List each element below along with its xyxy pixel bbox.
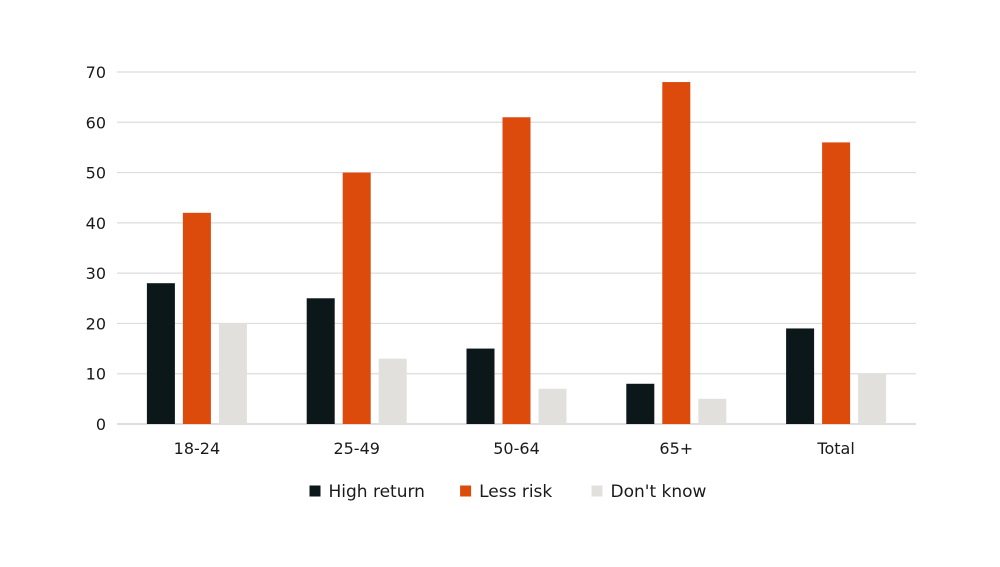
- legend-label: Less risk: [479, 482, 552, 502]
- legend-label: Don't know: [611, 482, 707, 502]
- x-tick-label: 18-24: [174, 439, 221, 458]
- x-tick-label: Total: [816, 439, 854, 458]
- y-tick-label: 0: [96, 415, 106, 434]
- y-axis-ticks: 0 10 20 30 40 50 60 70: [86, 63, 106, 434]
- y-tick-label: 50: [86, 164, 106, 183]
- y-tick-label: 10: [86, 365, 106, 384]
- bar-high-return-18-24: [146, 283, 175, 424]
- legend-item: Less risk: [460, 482, 552, 502]
- legend-swatch: [591, 485, 603, 497]
- x-tick-label: 25-49: [333, 439, 380, 458]
- bar-don-t-know-total: [858, 373, 887, 424]
- bar-high-return-65-: [626, 383, 655, 424]
- legend: High return Less risk Don't know: [309, 482, 707, 502]
- bar-less-risk-18-24: [182, 212, 211, 424]
- bar-don-t-know-18-24: [218, 323, 247, 424]
- x-tick-label: 65+: [659, 439, 693, 458]
- legend-label: High return: [329, 482, 425, 502]
- legend-swatch: [460, 485, 472, 497]
- y-tick-label: 60: [86, 113, 106, 132]
- bar-don-t-know-50-64: [538, 388, 567, 424]
- bar-high-return-50-64: [466, 348, 495, 424]
- bar-high-return-total: [786, 328, 815, 424]
- y-tick-label: 30: [86, 264, 106, 283]
- bar-less-risk-25-49: [342, 172, 371, 424]
- y-tick-label: 20: [86, 314, 106, 333]
- bar-high-return-25-49: [306, 298, 335, 424]
- bar-less-risk-65-: [662, 82, 691, 425]
- y-tick-label: 40: [86, 214, 106, 233]
- bars: [146, 82, 887, 425]
- x-axis-ticks: 18-24 25-49 50-64 65+ Total: [174, 439, 855, 458]
- bar-don-t-know-65-: [698, 398, 727, 424]
- legend-swatch: [309, 485, 321, 497]
- y-tick-label: 70: [86, 63, 106, 82]
- legend-item: Don't know: [591, 482, 707, 502]
- bar-less-risk-50-64: [502, 117, 531, 424]
- bar-don-t-know-25-49: [378, 358, 407, 424]
- legend-item: High return: [309, 482, 425, 502]
- bar-less-risk-total: [822, 142, 851, 424]
- x-tick-label: 50-64: [493, 439, 540, 458]
